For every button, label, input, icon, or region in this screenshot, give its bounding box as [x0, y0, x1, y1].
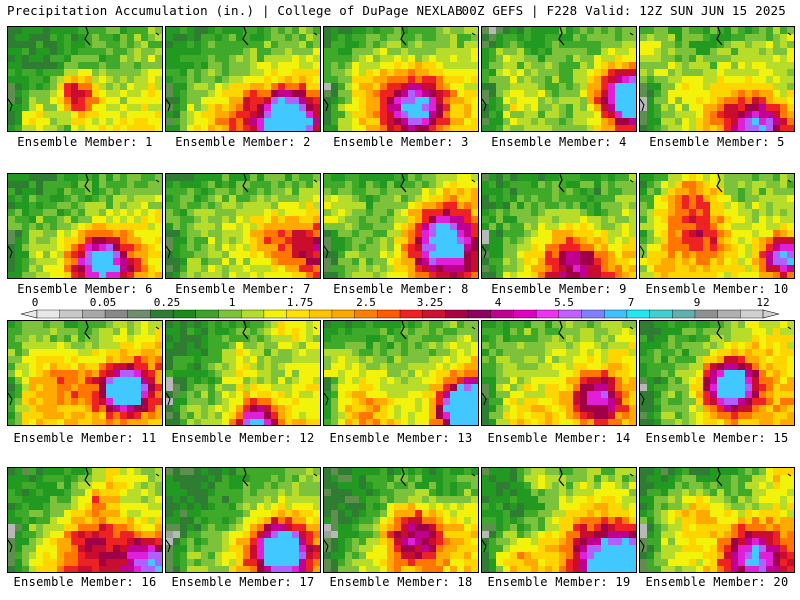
- colorbar-swatch: [603, 309, 628, 319]
- member-label: Ensemble Member: 14: [487, 431, 631, 445]
- colorbar-swatch: [626, 309, 651, 319]
- colorbar-swatch: [82, 309, 106, 319]
- colorbar-tick-label: 0: [31, 296, 39, 309]
- colorbar-swatch: [490, 309, 515, 319]
- member-map-panel: [639, 320, 795, 426]
- member-label: Ensemble Member: 20: [645, 575, 789, 589]
- colorbar-tick-label: 5.5: [554, 296, 574, 309]
- member-map-panel: [323, 26, 479, 132]
- member-map-panel: [323, 467, 479, 573]
- member-map-panel: [165, 320, 321, 426]
- member-label: Ensemble Member: 19: [487, 575, 631, 589]
- member-map-panel: [481, 467, 637, 573]
- colorbar-swatch: [127, 309, 152, 319]
- map-title: Precipitation Accumulation (in.) | Colle…: [7, 3, 463, 18]
- colorbar-swatch: [445, 309, 469, 319]
- colorbar-swatch: [59, 309, 83, 319]
- colorbar-tick-label: 0.05: [89, 296, 117, 309]
- member-map-panel: [481, 320, 637, 426]
- colorbar-swatch: [263, 309, 288, 319]
- colorbar-swatch: [354, 309, 378, 319]
- member-map-panel: [165, 173, 321, 279]
- colorbar-swatch: [467, 309, 492, 319]
- colorbar-tick-label: 12: [756, 296, 770, 309]
- colorbar-swatch: [422, 309, 446, 319]
- colorbar-swatch: [218, 309, 242, 319]
- member-label: Ensemble Member: 10: [645, 282, 789, 296]
- colorbar-swatch: [377, 309, 401, 319]
- colorbar-swatch: [740, 309, 764, 319]
- member-label: Ensemble Member: 1: [17, 135, 153, 149]
- member-map-panel: [7, 320, 163, 426]
- member-map-panel: [7, 173, 163, 279]
- member-map-panel: [323, 173, 479, 279]
- colorbar-swatch: [717, 309, 741, 319]
- colorbar-swatch: [309, 309, 333, 319]
- colorbar-swatch: [672, 309, 696, 319]
- member-map-panel: [481, 173, 637, 279]
- colorbar-swatch: [513, 309, 537, 319]
- colorbar-swatch: [535, 309, 560, 319]
- member-label: Ensemble Member: 9: [491, 282, 627, 296]
- colorbar-tick-label: 2.5: [356, 296, 376, 309]
- member-label: Ensemble Member: 5: [649, 135, 785, 149]
- colorbar-tick-label: 3.25: [416, 296, 444, 309]
- member-map-panel: [639, 467, 795, 573]
- colorbar-swatch: [172, 309, 197, 319]
- colorbar-swatch: [694, 309, 719, 319]
- member-label: Ensemble Member: 6: [17, 282, 153, 296]
- colorbar-swatch: [240, 309, 265, 319]
- colorbar-swatch: [331, 309, 356, 319]
- member-map-panel: [323, 320, 479, 426]
- member-label: Ensemble Member: 15: [645, 431, 789, 445]
- colorbar-swatch: [195, 309, 220, 319]
- model-valid-time: 00Z GEFS | F228 Valid: 12Z SUN JUN 15 20…: [461, 3, 786, 18]
- member-label: Ensemble Member: 4: [491, 135, 627, 149]
- precipitation-colorbar: [20, 309, 780, 319]
- colorbar-tick-label: 4: [494, 296, 502, 309]
- colorbar-swatch: [150, 309, 174, 319]
- member-map-panel: [165, 467, 321, 573]
- colorbar-swatch: [399, 309, 424, 319]
- member-label: Ensemble Member: 18: [329, 575, 473, 589]
- member-label: Ensemble Member: 3: [333, 135, 469, 149]
- colorbar-swatch: [36, 309, 61, 319]
- colorbar-tick-label: 9: [693, 296, 701, 309]
- colorbar-swatch: [558, 309, 583, 319]
- colorbar-tick-label: 1: [228, 296, 236, 309]
- colorbar-tick-label: 1.75: [286, 296, 314, 309]
- member-label: Ensemble Member: 17: [171, 575, 315, 589]
- member-label: Ensemble Member: 12: [171, 431, 315, 445]
- member-label: Ensemble Member: 7: [175, 282, 311, 296]
- member-label: Ensemble Member: 16: [13, 575, 157, 589]
- member-label: Ensemble Member: 8: [333, 282, 469, 296]
- colorbar-swatch: [581, 309, 605, 319]
- member-label: Ensemble Member: 11: [13, 431, 157, 445]
- member-map-panel: [7, 26, 163, 132]
- member-map-panel: [7, 467, 163, 573]
- member-map-panel: [165, 26, 321, 132]
- colorbar-tick-label: 7: [627, 296, 635, 309]
- colorbar-tick-label: 0.25: [153, 296, 181, 309]
- colorbar-swatch: [286, 309, 310, 319]
- member-label: Ensemble Member: 13: [329, 431, 473, 445]
- member-label: Ensemble Member: 2: [175, 135, 311, 149]
- colorbar-swatch: [104, 309, 129, 319]
- member-map-panel: [639, 173, 795, 279]
- member-map-panel: [639, 26, 795, 132]
- member-map-panel: [481, 26, 637, 132]
- colorbar-swatch: [649, 309, 673, 319]
